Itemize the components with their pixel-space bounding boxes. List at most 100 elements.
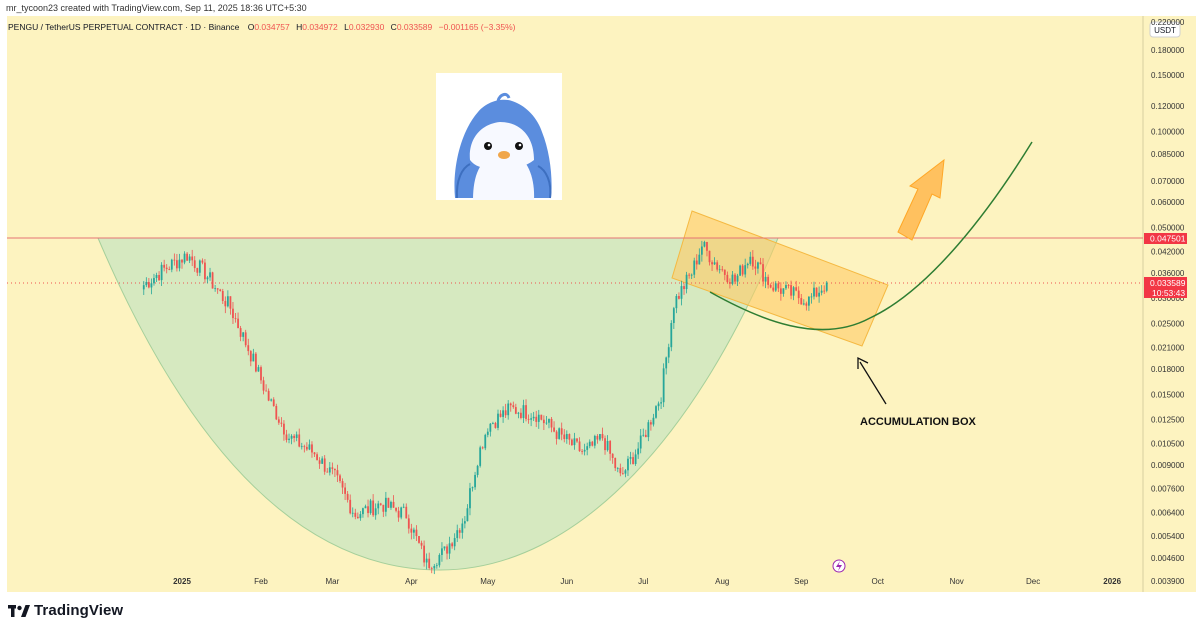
candle-body	[446, 546, 448, 554]
candle-body	[247, 345, 250, 352]
candle-body	[443, 546, 446, 549]
close-value: 0.033589	[397, 22, 433, 32]
candle-body	[688, 274, 691, 276]
candle-body	[540, 414, 543, 420]
candle-body	[466, 508, 469, 522]
candle-body	[772, 287, 775, 291]
candle-body	[479, 447, 482, 466]
candle-body	[706, 241, 708, 251]
candle-body	[150, 283, 153, 288]
candle-body	[201, 260, 204, 263]
candle-body	[586, 446, 589, 450]
candle-body	[474, 474, 476, 488]
candle-body	[160, 264, 163, 281]
candle-body	[563, 434, 566, 440]
candlestick-series	[142, 240, 828, 575]
candle-body	[525, 405, 527, 419]
candle-body	[695, 260, 698, 265]
candle-body	[410, 528, 413, 533]
price-tick-16: 0.012500	[1151, 416, 1185, 425]
candle-body	[764, 276, 767, 282]
candle-body	[665, 357, 668, 369]
candle-body	[698, 254, 701, 265]
candle-body	[469, 488, 471, 509]
candle-body	[438, 554, 441, 566]
candle-body	[481, 447, 484, 449]
candle-body	[413, 529, 415, 533]
change-value: −0.001165 (−3.35%)	[439, 22, 516, 32]
symbol-label: PENGU / TetherUS PERPETUAL CONTRACT · 1D…	[8, 22, 240, 32]
candle-body	[461, 523, 464, 533]
candle-body	[583, 449, 586, 452]
price-tick-18: 0.009000	[1151, 461, 1185, 470]
candle-body	[305, 446, 308, 450]
candle-body	[670, 323, 673, 348]
candle-body	[655, 406, 657, 418]
candle-body	[774, 283, 777, 291]
time-tick-12: 2026	[1103, 577, 1121, 586]
candle-body	[288, 438, 290, 440]
candle-body	[678, 296, 680, 299]
accumulation-box-label: ACCUMULATION BOX	[860, 416, 977, 428]
candle-body	[430, 567, 433, 569]
time-tick-3: Apr	[405, 577, 418, 586]
candle-body	[797, 290, 800, 299]
currency-button[interactable]	[1149, 21, 1181, 38]
candle-body	[211, 272, 214, 289]
candle-body	[823, 290, 826, 292]
candle-body	[458, 530, 461, 533]
candle-body	[815, 287, 818, 297]
candle-body	[400, 507, 403, 518]
candle-body	[145, 282, 148, 286]
candle-body	[344, 487, 346, 494]
candle-body	[318, 460, 321, 464]
candle-body	[349, 499, 352, 514]
candle-body	[711, 262, 713, 265]
tradingview-logo-text: TradingView	[34, 602, 124, 619]
candle-body	[825, 282, 828, 291]
candle-body	[193, 260, 196, 269]
candle-body	[736, 275, 739, 282]
candle-body	[313, 452, 316, 455]
candle-body	[272, 399, 275, 406]
candle-body	[198, 260, 201, 273]
resistance-price-label: 0.047501	[1150, 234, 1186, 244]
candle-body	[316, 454, 318, 461]
time-tick-5: Jun	[560, 577, 573, 586]
candle-body	[188, 256, 191, 261]
candle-body	[181, 259, 183, 263]
candle-body	[621, 473, 624, 475]
candle-body	[629, 457, 632, 459]
candle-body	[782, 288, 785, 294]
candle-body	[813, 287, 815, 297]
candle-body	[415, 529, 418, 537]
price-axis-panel[interactable]	[1143, 16, 1196, 592]
open-label: O	[248, 22, 255, 32]
candle-body	[224, 300, 227, 307]
candle-body	[484, 434, 487, 449]
candle-body	[591, 441, 594, 446]
candle-body	[514, 407, 517, 414]
candle-body	[802, 303, 805, 305]
candle-body	[232, 308, 234, 319]
candle-body	[731, 274, 734, 284]
candle-body	[283, 423, 285, 435]
price-tick-0: 0.220000	[1151, 18, 1185, 27]
price-tick-4: 0.100000	[1151, 127, 1185, 136]
candle-body	[206, 277, 209, 280]
candle-body	[527, 418, 530, 420]
candle-body	[578, 441, 581, 452]
candle-body	[634, 454, 637, 464]
candle-body	[433, 565, 436, 569]
annotation-pointer-icon	[857, 356, 869, 369]
price-tick-10: 0.036000	[1151, 269, 1185, 278]
tradingview-logo[interactable]: TradingView	[8, 602, 123, 619]
candle-body	[721, 269, 724, 271]
candle-body	[323, 458, 326, 472]
candle-body	[810, 296, 813, 298]
candle-body	[183, 253, 186, 263]
candle-body	[790, 285, 792, 296]
candle-body	[497, 413, 499, 428]
candle-body	[153, 278, 155, 284]
